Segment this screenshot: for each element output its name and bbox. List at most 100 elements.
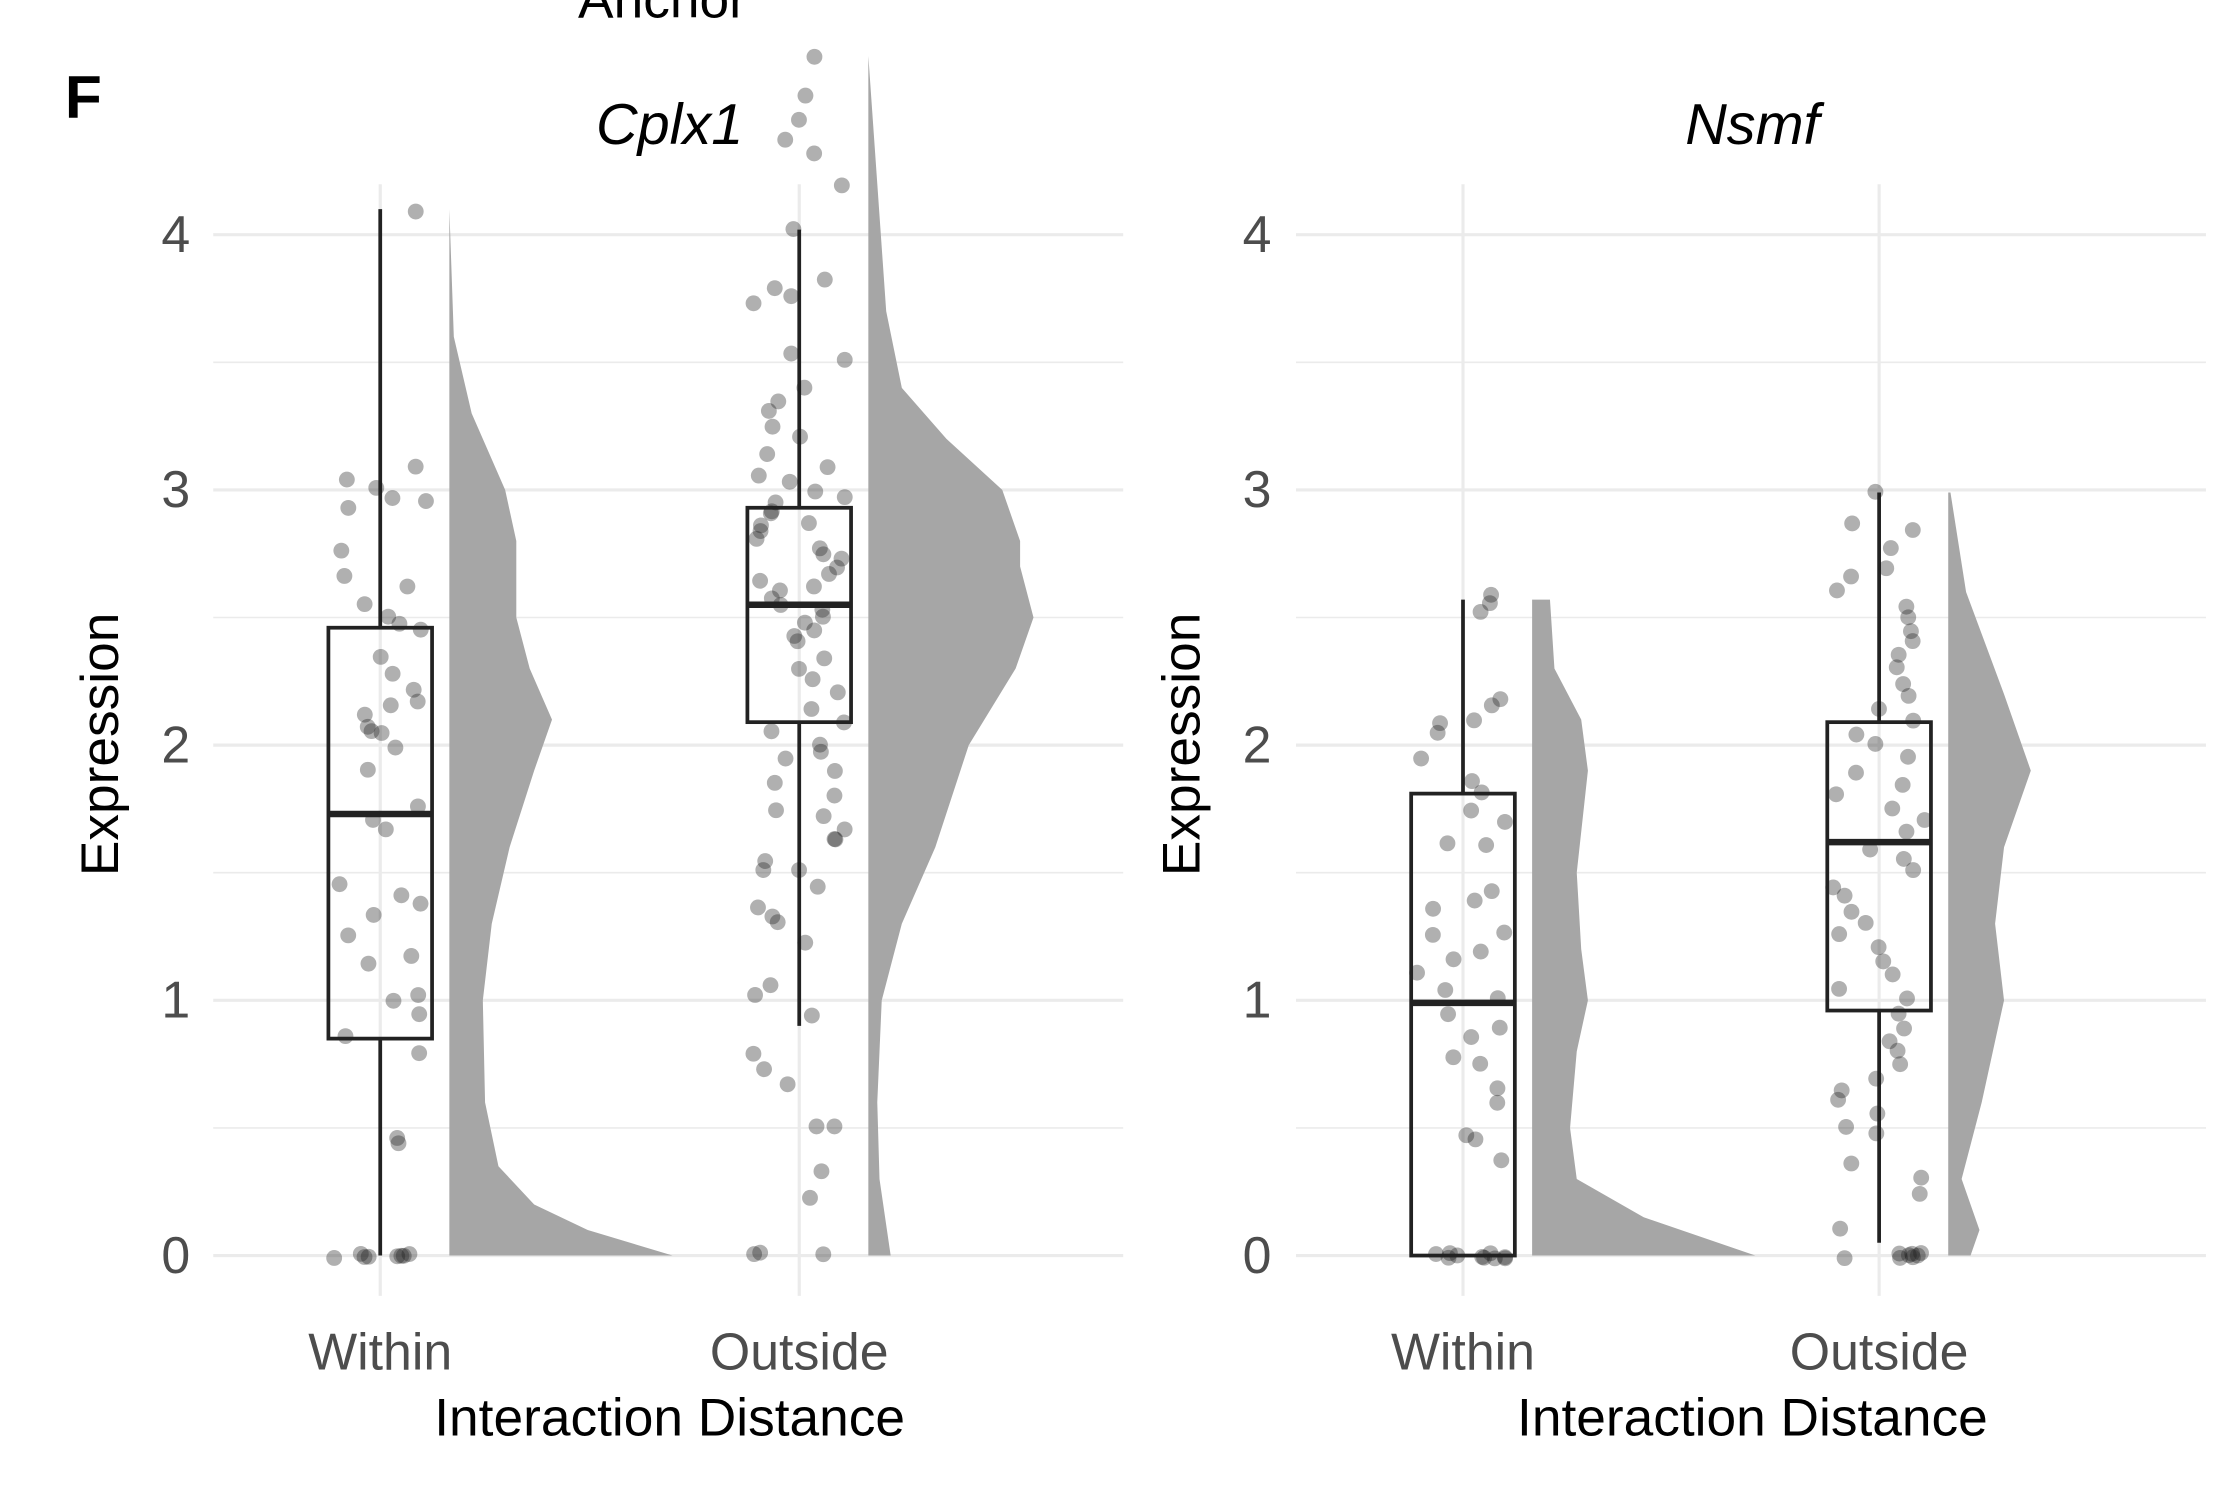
- data-point: [745, 1045, 762, 1062]
- data-point: [1848, 726, 1865, 743]
- data-point: [336, 568, 353, 584]
- data-point: [1833, 1082, 1850, 1099]
- data-point: [393, 887, 410, 904]
- y-tick-label: 3: [1243, 460, 1272, 518]
- data-point: [1440, 1006, 1456, 1023]
- data-point: [791, 111, 807, 128]
- data-point: [365, 907, 382, 923]
- data-point: [1483, 586, 1499, 603]
- y-tick-label: 4: [1243, 205, 1272, 263]
- data-point: [1482, 1245, 1499, 1262]
- data-point: [812, 743, 829, 760]
- data-point: [1836, 1250, 1853, 1267]
- data-point: [387, 739, 404, 756]
- data-point: [1867, 483, 1884, 500]
- data-point: [755, 862, 772, 878]
- data-point: [1884, 966, 1901, 983]
- data-point: [1478, 837, 1495, 853]
- data-point: [1830, 1091, 1847, 1108]
- data-point: [1890, 646, 1907, 663]
- data-point: [1836, 887, 1853, 904]
- data-point: [1439, 835, 1456, 852]
- data-point: [368, 479, 385, 496]
- data-point: [1900, 748, 1916, 765]
- y-axis-label: Expression: [1153, 613, 1212, 877]
- y-tick-label: 0: [1243, 1226, 1272, 1284]
- data-point: [829, 684, 846, 701]
- data-point: [1463, 802, 1480, 819]
- data-point: [1493, 1152, 1510, 1169]
- box-iqr: [1409, 791, 1517, 1258]
- data-point: [816, 271, 833, 288]
- box-iqr: [745, 505, 853, 725]
- data-point: [1911, 1185, 1928, 1202]
- data-point: [340, 927, 357, 944]
- data-point: [1481, 595, 1498, 612]
- y-tick-label: 2: [161, 715, 190, 773]
- data-point: [1445, 951, 1462, 968]
- data-point: [1472, 603, 1489, 620]
- data-point: [791, 862, 807, 878]
- data-point: [753, 517, 769, 534]
- data-point: [1472, 943, 1489, 960]
- data-point: [797, 87, 814, 104]
- data-point: [826, 1118, 843, 1135]
- data-point: [1483, 883, 1500, 900]
- data-point: [409, 693, 426, 710]
- data-point: [791, 660, 807, 677]
- data-point: [405, 681, 422, 698]
- data-point: [340, 499, 357, 516]
- panel-letter: F: [65, 63, 102, 131]
- data-point: [333, 542, 350, 559]
- data-point: [401, 1246, 418, 1262]
- data-point: [410, 798, 426, 815]
- data-point: [1429, 724, 1446, 741]
- x-axis-label: Interaction Distance: [434, 1389, 905, 1448]
- data-point: [764, 908, 781, 925]
- data-point: [1894, 776, 1911, 793]
- data-point: [1898, 823, 1915, 840]
- panel-title: Cplx1: [596, 93, 743, 157]
- data-point: [797, 934, 814, 951]
- data-point: [1892, 1056, 1909, 1073]
- data-point: [1904, 633, 1921, 650]
- data-point: [1829, 582, 1845, 599]
- data-point: [1467, 1131, 1484, 1148]
- data-point: [1890, 1005, 1907, 1022]
- data-point: [783, 288, 800, 305]
- data-point: [1882, 540, 1899, 557]
- data-point: [766, 774, 783, 791]
- data-point: [746, 1246, 763, 1263]
- data-point: [752, 572, 769, 589]
- data-point: [1909, 1247, 1926, 1264]
- data-point: [826, 831, 843, 847]
- data-point: [815, 808, 832, 825]
- data-point: [403, 948, 420, 964]
- data-point: [372, 648, 389, 665]
- y-axis-label: Expression: [71, 613, 130, 876]
- data-point: [766, 280, 783, 297]
- data-point: [389, 1130, 406, 1146]
- data-point: [803, 701, 820, 717]
- data-point: [809, 878, 826, 895]
- data-point: [1900, 1247, 1917, 1264]
- data-point: [808, 1118, 825, 1135]
- data-point: [1857, 914, 1874, 931]
- data-point: [777, 131, 794, 148]
- data-point: [836, 351, 853, 368]
- x-tick-label: Outside: [710, 1322, 889, 1380]
- data-point: [412, 621, 429, 638]
- data-point: [1425, 900, 1441, 917]
- data-point: [1843, 568, 1859, 585]
- data-point: [759, 446, 776, 462]
- data-point: [796, 614, 813, 631]
- data-point: [1828, 786, 1845, 803]
- x-tick-label: Within: [308, 1322, 452, 1380]
- data-point: [1463, 1029, 1480, 1045]
- data-point: [410, 987, 427, 1003]
- data-point: [1489, 1094, 1506, 1111]
- data-point: [373, 725, 390, 741]
- data-point: [1896, 1020, 1912, 1037]
- data-point: [385, 992, 402, 1009]
- panel-title: Nsmf: [1685, 93, 1824, 157]
